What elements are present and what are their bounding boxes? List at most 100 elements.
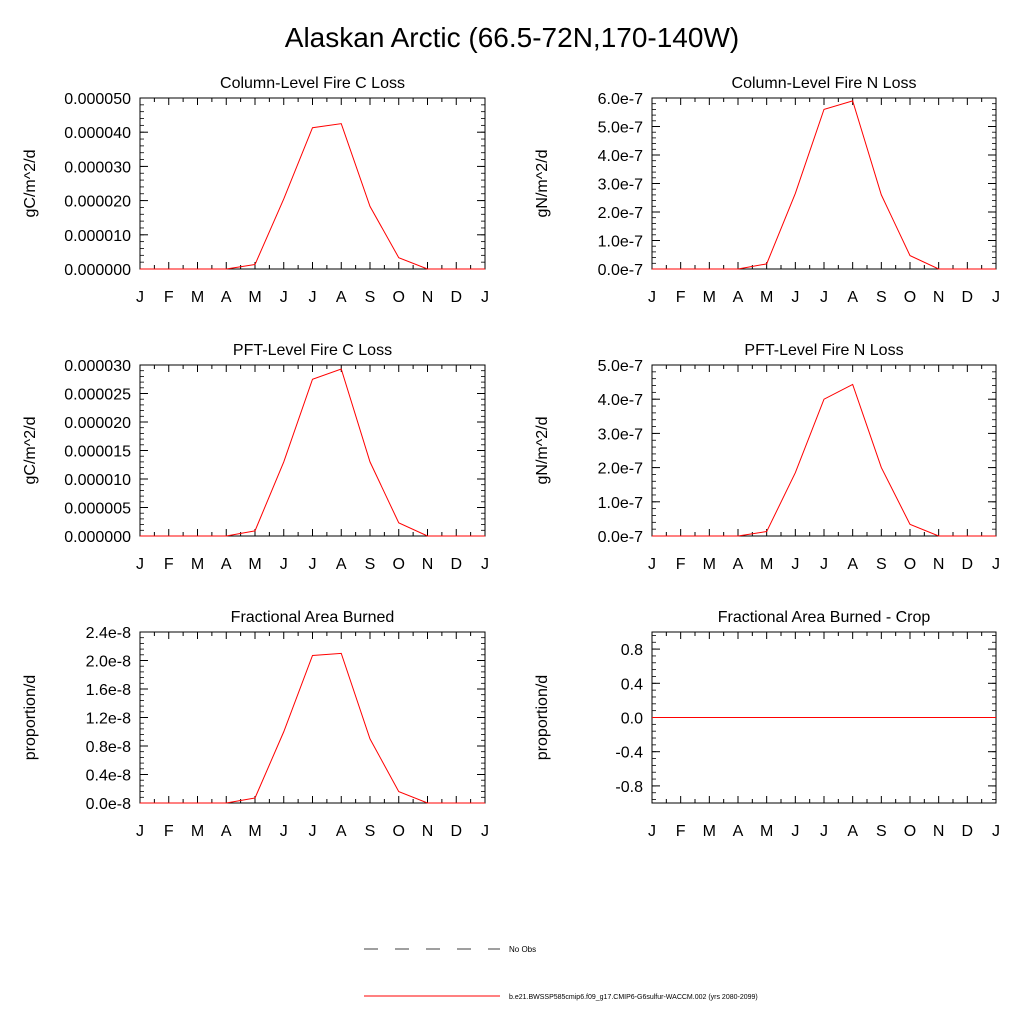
x-tick-label: D xyxy=(962,823,974,840)
x-tick-label: O xyxy=(904,556,916,573)
y-tick-label: 0.000010 xyxy=(64,228,131,245)
x-tick-label: F xyxy=(164,289,174,306)
y-tick-label: 3.0e-7 xyxy=(598,426,643,443)
x-tick-label: J xyxy=(309,556,317,573)
x-tick-label: J xyxy=(136,556,144,573)
x-tick-label: A xyxy=(336,823,347,840)
chart-title: PFT-Level Fire N Loss xyxy=(744,342,903,359)
y-tick-label: 0.8 xyxy=(621,642,643,659)
x-tick-label: A xyxy=(336,556,347,573)
y-axis-label: gC/m^2/d xyxy=(22,417,39,485)
x-tick-label: J xyxy=(820,556,828,573)
page-title: Alaskan Arctic (66.5-72N,170-140W) xyxy=(284,22,740,53)
x-tick-label: J xyxy=(280,556,288,573)
x-tick-label: D xyxy=(962,289,974,306)
x-tick-label: J xyxy=(992,289,1000,306)
x-tick-label: A xyxy=(221,289,232,306)
y-tick-label: 2.0e-8 xyxy=(86,654,131,671)
chart-title: PFT-Level Fire C Loss xyxy=(233,342,392,359)
x-tick-label: A xyxy=(733,823,744,840)
x-tick-label: J xyxy=(648,823,656,840)
series-line-1 xyxy=(652,100,996,270)
x-tick-label: A xyxy=(336,289,347,306)
x-tick-label: M xyxy=(760,823,773,840)
x-tick-label: O xyxy=(904,823,916,840)
x-tick-label: N xyxy=(933,823,945,840)
x-tick-label: S xyxy=(365,823,376,840)
y-tick-label: 0.0e-8 xyxy=(86,796,131,813)
x-tick-label: M xyxy=(703,289,716,306)
x-tick-label: F xyxy=(676,556,686,573)
y-tick-label: 0.4 xyxy=(621,676,643,693)
y-axis-label: gC/m^2/d xyxy=(22,150,39,218)
x-tick-label: J xyxy=(136,823,144,840)
y-tick-label: 0.0e-7 xyxy=(598,262,643,279)
x-tick-label: A xyxy=(733,289,744,306)
x-tick-label: J xyxy=(820,289,828,306)
x-tick-label: M xyxy=(248,556,261,573)
y-tick-label: 0.000015 xyxy=(64,444,131,461)
y-tick-label: 0.000000 xyxy=(64,262,131,279)
chart-title: Column-Level Fire C Loss xyxy=(220,75,405,92)
y-tick-label: 1.2e-8 xyxy=(86,711,131,728)
x-tick-label: M xyxy=(191,823,204,840)
x-tick-label: A xyxy=(847,823,858,840)
series-line-1 xyxy=(140,368,485,537)
x-tick-label: J xyxy=(309,289,317,306)
y-tick-label: 0.000000 xyxy=(64,529,131,546)
x-tick-label: A xyxy=(733,556,744,573)
x-tick-label: F xyxy=(676,289,686,306)
x-tick-label: M xyxy=(248,289,261,306)
x-tick-label: J xyxy=(481,556,489,573)
x-tick-label: J xyxy=(992,556,1000,573)
x-tick-label: M xyxy=(248,823,261,840)
y-tick-label: 0.8e-8 xyxy=(86,739,131,756)
series-line-1 xyxy=(140,652,485,804)
x-tick-label: N xyxy=(933,556,945,573)
x-tick-label: J xyxy=(309,823,317,840)
x-tick-label: M xyxy=(191,289,204,306)
x-tick-label: S xyxy=(876,289,887,306)
x-tick-label: J xyxy=(481,823,489,840)
y-tick-label: 0.0e-7 xyxy=(598,529,643,546)
x-tick-label: N xyxy=(422,289,434,306)
x-tick-label: N xyxy=(422,823,434,840)
y-tick-label: 0.000025 xyxy=(64,387,131,404)
y-tick-label: 4.0e-7 xyxy=(598,392,643,409)
x-tick-label: J xyxy=(791,823,799,840)
x-tick-label: S xyxy=(876,823,887,840)
y-tick-label: 0.000020 xyxy=(64,194,131,211)
y-tick-label: 0.0 xyxy=(621,711,643,728)
y-axis-label: proportion/d xyxy=(22,675,39,760)
y-tick-label: 0.000020 xyxy=(64,415,131,432)
x-tick-label: M xyxy=(191,556,204,573)
x-tick-label: F xyxy=(164,556,174,573)
y-tick-label: 0.000010 xyxy=(64,472,131,489)
y-axis-label: gN/m^2/d xyxy=(534,150,551,218)
chart-title: Fractional Area Burned - Crop xyxy=(718,609,931,626)
y-axis-label: gN/m^2/d xyxy=(534,417,551,485)
series-line-1 xyxy=(652,383,996,537)
y-tick-label: -0.4 xyxy=(615,745,643,762)
x-tick-label: S xyxy=(876,556,887,573)
series-line-1 xyxy=(140,123,485,270)
legend-no-obs-label: No Obs xyxy=(509,945,536,954)
x-tick-label: J xyxy=(648,289,656,306)
x-tick-label: S xyxy=(365,289,376,306)
x-tick-label: O xyxy=(393,823,405,840)
x-tick-label: A xyxy=(221,823,232,840)
y-tick-label: 0.000030 xyxy=(64,159,131,176)
x-tick-label: J xyxy=(820,823,828,840)
x-tick-label: A xyxy=(221,556,232,573)
y-tick-label: 2.0e-7 xyxy=(598,205,643,222)
x-tick-label: J xyxy=(481,289,489,306)
y-tick-label: 6.0e-7 xyxy=(598,91,643,108)
legend-model-label: b.e21.BWSSP585cmip6.f09_g17.CMIP6-G6sulf… xyxy=(509,994,758,1001)
x-tick-label: D xyxy=(962,556,974,573)
x-tick-label: O xyxy=(393,289,405,306)
